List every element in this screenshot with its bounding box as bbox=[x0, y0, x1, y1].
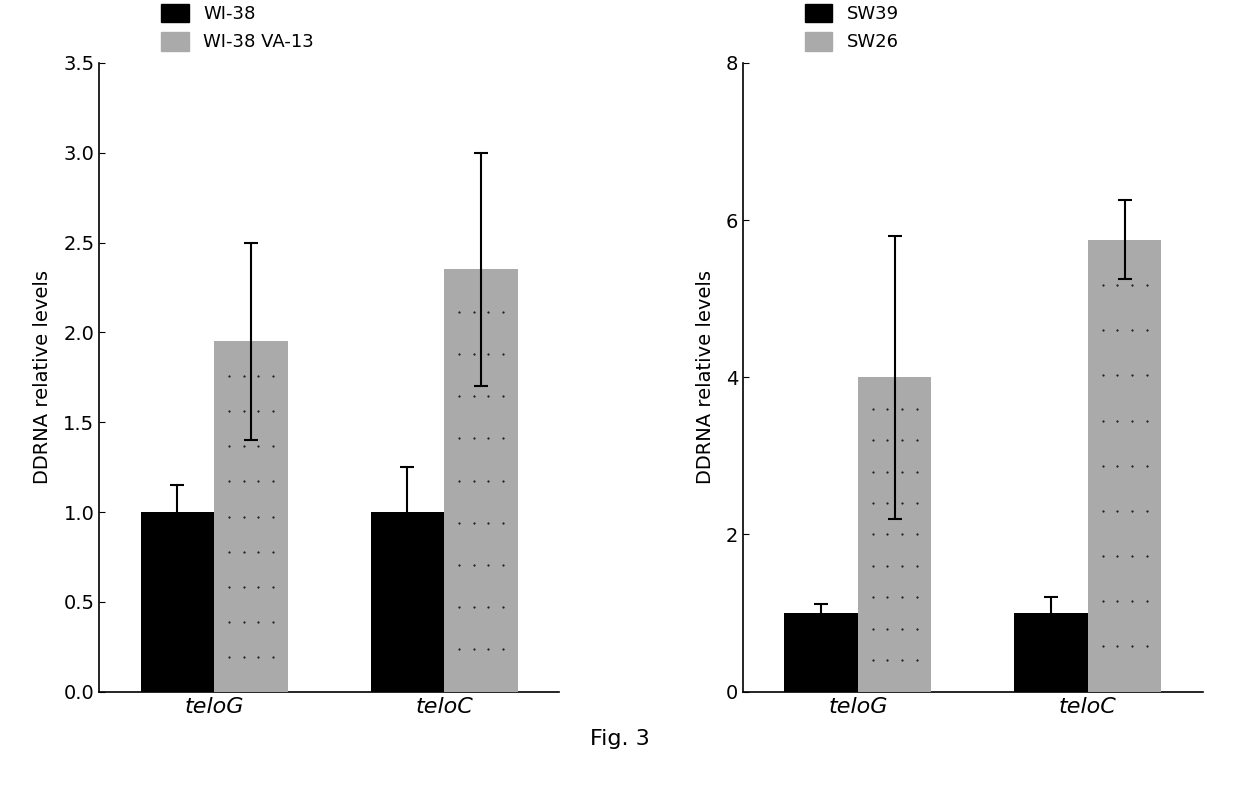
Bar bbox=[1087, 240, 1162, 692]
Bar bbox=[785, 613, 858, 692]
Bar bbox=[215, 341, 288, 692]
Bar bbox=[444, 270, 517, 692]
Legend: WI-38, WI-38 VA-13: WI-38, WI-38 VA-13 bbox=[154, 0, 321, 59]
Bar bbox=[858, 377, 931, 692]
Bar bbox=[371, 512, 444, 692]
Y-axis label: DDRNA relative levels: DDRNA relative levels bbox=[33, 270, 52, 484]
Bar bbox=[140, 512, 215, 692]
Y-axis label: DDRNA relative levels: DDRNA relative levels bbox=[696, 270, 714, 484]
Legend: SW39, SW26: SW39, SW26 bbox=[799, 0, 906, 59]
Text: Fig. 3: Fig. 3 bbox=[590, 729, 650, 749]
Bar bbox=[1014, 613, 1087, 692]
